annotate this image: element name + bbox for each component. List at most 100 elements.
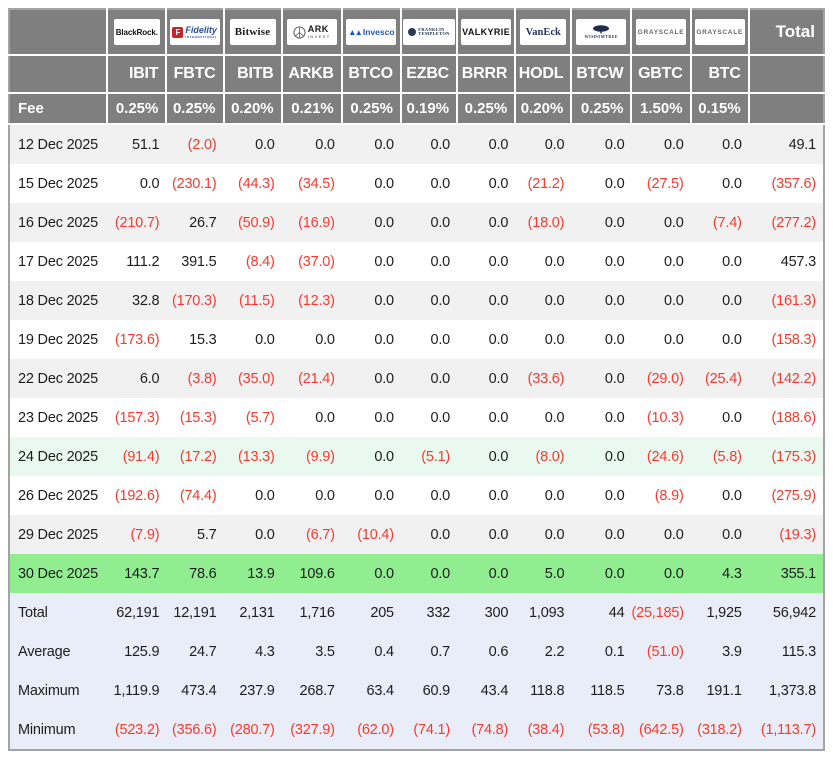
flow-row-22-dec-2025: 22 Dec 2025 6.0 (3.8) (35.0) (21.4) 0.0 0.0 0.0… [9, 359, 824, 398]
row-total-cell: (175.3) [748, 437, 824, 476]
ticker-hodl: HODL [514, 54, 573, 94]
ticker-btc: BTC [689, 54, 750, 94]
value-bitb: (50.9) [223, 203, 282, 242]
fidelity-f-icon: F [172, 26, 184, 38]
value-btc: (7.4) [690, 203, 749, 242]
date-cell: 15 Dec 2025 [9, 164, 108, 203]
value-gbtc: 0.0 [631, 515, 691, 554]
summary-fbtc: 473.4 [166, 671, 224, 710]
blackrock-logo: BlackRock. [113, 19, 160, 45]
date-cell: 23 Dec 2025 [9, 398, 108, 437]
provider-cell-valkyrie: VALKYRIE [456, 9, 517, 56]
provider-cell-franklin-templeton: FRANKLIN TEMPLETON [399, 9, 459, 56]
value-hodl: (33.6) [515, 359, 572, 398]
value-bitb: 0.0 [223, 124, 282, 164]
date-cell: 30 Dec 2025 [9, 554, 108, 593]
value-btcw: 0.0 [571, 359, 632, 398]
logo-row: BlackRock. F Fidelity INTERNATIONAL Bitwi… [9, 9, 824, 56]
value-btc: 0.0 [690, 476, 749, 515]
summary-label: Maximum [9, 671, 108, 710]
summary-btc: 3.9 [690, 632, 749, 671]
row-total-cell: (357.6) [748, 164, 824, 203]
provider-cell-invesco: ▲▴ Invesco [340, 9, 402, 56]
fee-btcw: 0.25% [570, 92, 633, 125]
value-ezbc: 0.0 [400, 515, 458, 554]
value-ibit: (173.6) [107, 320, 167, 359]
value-ezbc: 0.0 [400, 124, 458, 164]
value-hodl: 0.0 [515, 242, 572, 281]
summary-total-cell: 56,942 [748, 593, 824, 632]
value-hodl: 5.0 [515, 554, 572, 593]
value-gbtc: 0.0 [631, 203, 691, 242]
wisdomtree-logo-text: WISDOMTREE [584, 34, 619, 39]
value-bitb: (44.3) [223, 164, 282, 203]
summary-btcw: 118.5 [571, 671, 632, 710]
ticker-fbtc: FBTC [165, 54, 225, 94]
summary-hodl: 1,093 [515, 593, 572, 632]
value-brrr: 0.0 [457, 164, 516, 203]
value-btco: 0.0 [341, 437, 401, 476]
summary-brrr: 43.4 [457, 671, 516, 710]
value-btco: 0.0 [341, 398, 401, 437]
summary-gbtc: (51.0) [631, 632, 691, 671]
value-arkb: 0.0 [281, 124, 342, 164]
value-brrr: 0.0 [457, 203, 516, 242]
flow-row-16-dec-2025: 16 Dec 2025 (210.7) 26.7 (50.9) (16.9) 0.0 0.0… [9, 203, 824, 242]
value-ezbc: 0.0 [400, 554, 458, 593]
value-hodl: 0.0 [515, 124, 572, 164]
summary-btc: 191.1 [690, 671, 749, 710]
value-gbtc: 0.0 [631, 281, 691, 320]
fee-btco: 0.25% [340, 92, 402, 125]
value-fbtc: (2.0) [166, 124, 224, 164]
summary-bitb: 4.3 [223, 632, 282, 671]
fee-hodl: 0.20% [514, 92, 573, 125]
ticker-bitb: BITB [222, 54, 283, 94]
summary-gbtc: (642.5) [631, 710, 691, 750]
summary-row-minimum: Minimum (523.2) (356.6) (280.7) (327.9) (62.0… [9, 710, 824, 750]
summary-ezbc: 0.7 [400, 632, 458, 671]
ticker-ezbc: EZBC [399, 54, 459, 94]
fee-brrr: 0.25% [456, 92, 517, 125]
vaneck-logo-text: VanEck [525, 26, 561, 38]
value-fbtc: (3.8) [166, 359, 224, 398]
value-btco: 0.0 [341, 359, 401, 398]
value-btc: 0.0 [690, 515, 749, 554]
invesco-logo: ▲▴ Invesco [346, 19, 397, 45]
summary-brrr: 300 [457, 593, 516, 632]
value-ibit: 111.2 [107, 242, 167, 281]
value-gbtc: 0.0 [631, 242, 691, 281]
value-arkb: (6.7) [281, 515, 342, 554]
fee-fbtc: 0.25% [165, 92, 225, 125]
value-ezbc: 0.0 [400, 242, 458, 281]
summary-btco: 205 [341, 593, 401, 632]
flow-row-15-dec-2025: 15 Dec 2025 0.0 (230.1) (44.3) (34.5) 0.0 0.0 0… [9, 164, 824, 203]
summary-body: Total 62,191 12,191 2,131 1,716 205 332 300 1,09… [9, 593, 824, 750]
provider-cell-ark: ARK INVEST [280, 9, 343, 56]
value-btcw: 0.0 [571, 203, 632, 242]
value-ibit: 0.0 [107, 164, 167, 203]
value-brrr: 0.0 [457, 437, 516, 476]
date-cell: 16 Dec 2025 [9, 203, 108, 242]
grayscale-logo: GRAYSCALE [636, 19, 687, 45]
value-hodl: (21.2) [515, 164, 572, 203]
wisdomtree-logo: WISDOMTREE [576, 19, 627, 45]
summary-fbtc: (356.6) [166, 710, 224, 750]
invesco-mountain-icon: ▲▴ [348, 26, 361, 37]
row-total-cell: (19.3) [748, 515, 824, 554]
value-hodl: 0.0 [515, 398, 572, 437]
summary-arkb: (327.9) [281, 710, 342, 750]
value-brrr: 0.0 [457, 242, 516, 281]
invesco-logo-text: Invesco [362, 27, 395, 37]
ticker-total-spacer [747, 54, 824, 94]
value-fbtc: 391.5 [166, 242, 224, 281]
corner-cell [9, 9, 109, 56]
summary-bitb: (280.7) [223, 710, 282, 750]
value-gbtc: (24.6) [631, 437, 691, 476]
summary-btc: (318.2) [690, 710, 749, 750]
summary-ibit: 62,191 [107, 593, 167, 632]
value-btco: 0.0 [341, 164, 401, 203]
value-brrr: 0.0 [457, 476, 516, 515]
value-btco: (10.4) [341, 515, 401, 554]
summary-btc: 1,925 [690, 593, 749, 632]
summary-fbtc: 12,191 [166, 593, 224, 632]
